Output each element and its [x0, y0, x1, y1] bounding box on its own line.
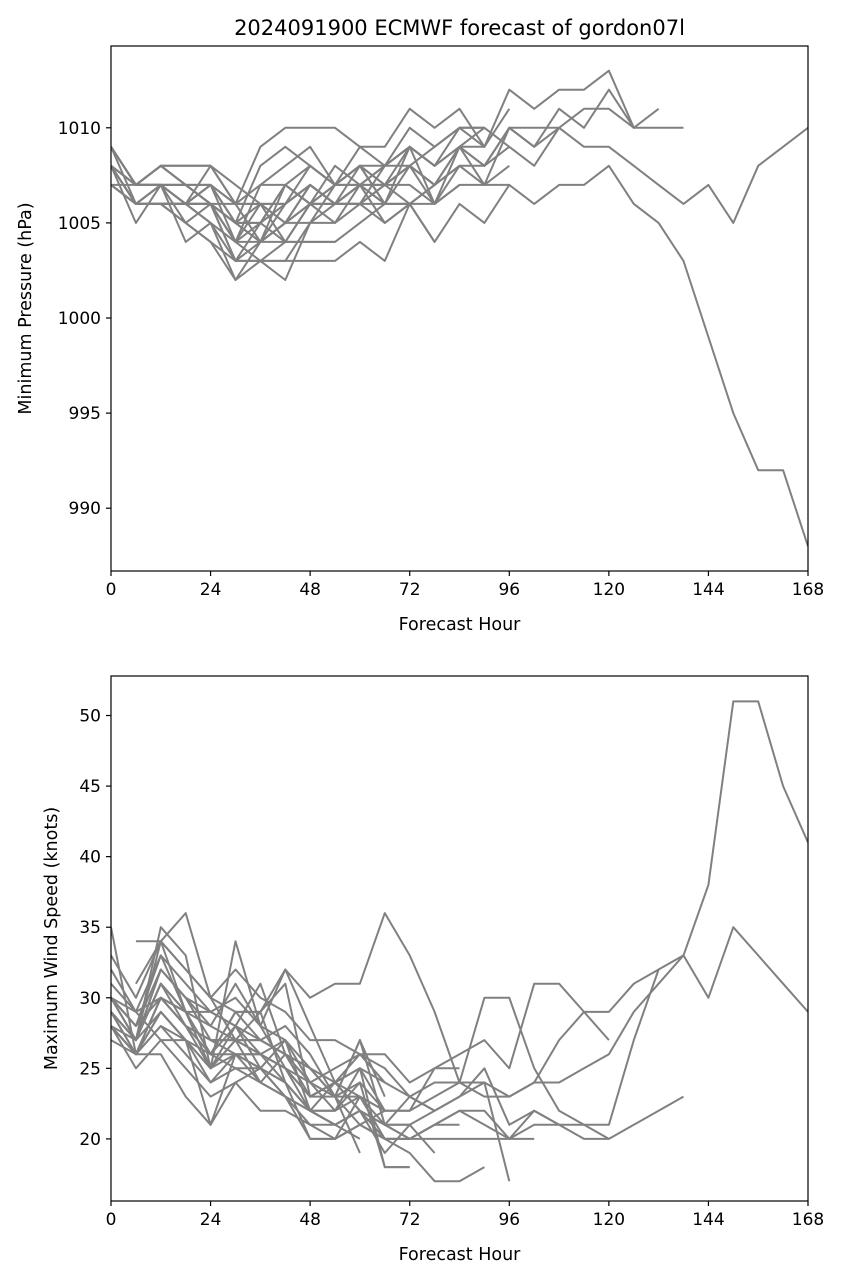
series-line-25: [135, 940, 361, 1154]
series-line-19: [111, 1025, 386, 1126]
series-line-23: [111, 982, 386, 1140]
chart-title: 2024091900 ECMWF forecast of gordon07l: [234, 16, 685, 40]
x-tick-label: 96: [498, 1210, 520, 1230]
series-line-23: [111, 165, 335, 262]
y-tick-label: 40: [79, 848, 101, 868]
y-tick-label: 1000: [58, 309, 101, 329]
series-line-21: [111, 968, 386, 1098]
y-tick-label: 1010: [58, 119, 101, 139]
series-line-7: [111, 126, 560, 224]
x-tick-label: 168: [792, 580, 824, 600]
x-tick-label: 96: [498, 580, 520, 600]
x-tick-label: 168: [792, 1210, 824, 1230]
series-line-2: [111, 164, 808, 547]
series-line-8: [111, 912, 511, 1182]
series-line-21: [111, 146, 385, 243]
series-line-18: [111, 145, 436, 243]
y-tick-label: 25: [79, 1059, 101, 1079]
series-line-20: [111, 968, 386, 1098]
series-line-1: [111, 700, 808, 1140]
x-tick-label: 48: [299, 1210, 321, 1230]
x-tick-label: 24: [200, 580, 222, 600]
series-group: [111, 700, 808, 1183]
x-tick-label: 48: [299, 580, 321, 600]
series-line-22: [111, 184, 361, 224]
y-tick-label: 20: [79, 1130, 101, 1150]
series-line-8: [111, 146, 510, 262]
x-tick-label: 0: [106, 1210, 117, 1230]
y-tick-label: 30: [79, 989, 101, 1009]
x-tick-label: 0: [106, 580, 117, 600]
y-tick-label: 45: [79, 777, 101, 797]
y-tick-label: 990: [69, 499, 101, 519]
chart-panel-2: 0 24 48 72 96 120 144 168 20 25 30 35 40 45 50 Forecast…: [42, 675, 824, 1265]
plot-frame: [110, 675, 809, 1202]
x-tick-label: 120: [593, 1210, 625, 1230]
series-line-22: [111, 927, 386, 1126]
x-axis-label: Forecast Hour: [399, 615, 522, 635]
y-tick-label: 35: [79, 918, 101, 938]
x-tick-label: 24: [200, 1210, 222, 1230]
series-group: [111, 69, 808, 547]
series-line-19: [111, 146, 410, 243]
chart-panel-1: 0 24 48 72 96 120 144 168 990 995 1000 1005 1010 Fore…: [16, 16, 824, 635]
y-tick-label: 50: [79, 707, 101, 727]
x-axis-label: Forecast Hour: [399, 1245, 522, 1265]
x-tick-label: 72: [399, 580, 421, 600]
series-line-14: [111, 145, 461, 205]
y-tick-label: 1005: [58, 214, 101, 234]
series-line-11: [111, 1011, 460, 1140]
y-axis-label: Maximum Wind Speed (knots): [42, 807, 62, 1070]
x-tick-label: 120: [593, 580, 625, 600]
x-tick-label: 72: [399, 1210, 421, 1230]
x-tick-label: 144: [692, 1210, 724, 1230]
y-tick-label: 995: [69, 404, 101, 424]
plot-frame: [110, 45, 809, 572]
y-axis-label: Minimum Pressure (hPa): [16, 202, 36, 414]
series-line-26: [135, 940, 336, 1126]
x-tick-label: 144: [692, 580, 724, 600]
series-line-6: [111, 912, 610, 1140]
